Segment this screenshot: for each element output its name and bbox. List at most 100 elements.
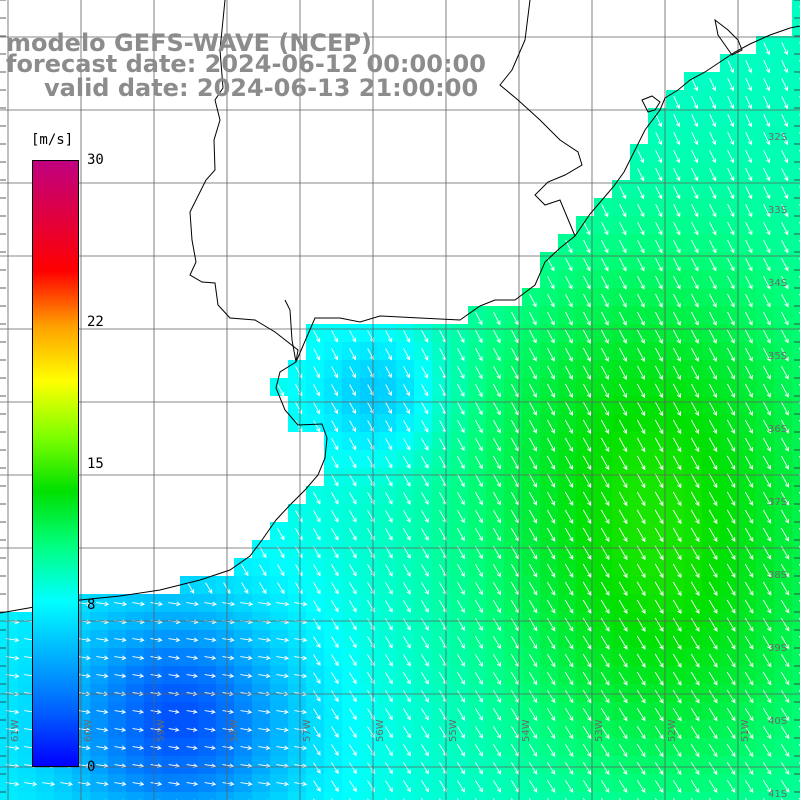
- wind-cell: [90, 792, 108, 800]
- wind-arrow: [493, 455, 501, 470]
- wind-arrow: [96, 709, 109, 715]
- wind-arrow: [168, 781, 181, 787]
- wind-arrow: [331, 636, 339, 649]
- wind-arrow: [403, 654, 411, 667]
- wind-arrow: [691, 168, 699, 182]
- wind-arrow: [583, 365, 591, 380]
- wind-arrow: [349, 366, 356, 379]
- wind-arrow: [709, 239, 717, 254]
- wind-arrow: [582, 635, 592, 650]
- wind-arrow: [511, 311, 519, 326]
- wind-arrow: [745, 293, 753, 308]
- wind-arrow: [474, 635, 483, 650]
- wind-arrow: [421, 564, 429, 577]
- wind-arrow: [745, 186, 753, 200]
- wind-arrow: [385, 366, 392, 379]
- wind-arrow: [709, 221, 717, 236]
- wind-arrow: [781, 42, 789, 56]
- wind-cell: [396, 792, 414, 800]
- wind-arrow: [403, 600, 411, 613]
- wind-arrow: [385, 492, 393, 505]
- wind-arrow: [709, 186, 717, 200]
- wind-arrow: [673, 221, 681, 236]
- wind-arrow: [403, 618, 411, 631]
- wind-arrow: [204, 601, 218, 607]
- wind-cell: [684, 792, 702, 800]
- wind-cell: [792, 324, 800, 342]
- wind-arrow: [583, 275, 591, 290]
- wind-arrow: [691, 203, 699, 218]
- wind-arrow: [672, 491, 682, 507]
- wind-arrow: [637, 329, 645, 344]
- wind-arrow: [240, 781, 253, 787]
- wind-arrow: [313, 330, 321, 343]
- wind-arrow: [528, 653, 538, 668]
- wind-arrow: [619, 186, 627, 200]
- wind-arrow: [456, 744, 465, 757]
- wind-arrow: [781, 78, 789, 92]
- wind-arrow: [78, 781, 91, 787]
- wind-arrow: [727, 168, 735, 182]
- wind-arrow: [564, 491, 574, 506]
- wind-arrow: [619, 347, 627, 362]
- wind-arrow: [457, 527, 465, 542]
- wind-arrow: [636, 383, 645, 399]
- wind-arrow: [636, 401, 646, 417]
- wind-arrow: [762, 725, 772, 740]
- lon-label: 51W: [740, 719, 751, 742]
- wind-arrow: [636, 563, 646, 579]
- wind-arrow: [186, 673, 198, 679]
- wind-arrow: [456, 762, 465, 775]
- wind-arrow: [745, 329, 753, 344]
- wind-arrow: [636, 437, 646, 453]
- wind-arrow: [745, 150, 753, 164]
- wind-cell: [594, 792, 612, 800]
- wind-arrow: [511, 383, 519, 398]
- wind-arrow: [258, 781, 271, 787]
- wind-arrow: [637, 275, 645, 290]
- wind-arrow: [672, 383, 681, 399]
- wind-arrow: [762, 653, 772, 668]
- wind-cell: [792, 648, 800, 666]
- wind-arrow: [690, 725, 700, 740]
- lat-label: 33S: [768, 205, 788, 216]
- wind-arrow: [763, 60, 771, 74]
- wind-arrow: [726, 473, 736, 489]
- border-brazil-uruguay: [499, 0, 583, 237]
- wind-arrow: [619, 257, 627, 272]
- wind-cell: [792, 90, 800, 108]
- lon-label: 56W: [375, 719, 386, 742]
- wind-arrow: [385, 564, 393, 577]
- wind-cell: [792, 666, 800, 684]
- wind-arrow: [601, 257, 609, 272]
- wind-arrow: [457, 491, 465, 506]
- wind-arrow: [403, 456, 411, 469]
- wind-arrow: [474, 708, 483, 721]
- wind-arrow: [493, 401, 501, 416]
- wind-arrow: [654, 581, 664, 597]
- wind-arrow: [457, 636, 465, 649]
- wind-arrow: [763, 221, 771, 236]
- wind-cell: [702, 792, 720, 800]
- wind-arrow: [546, 473, 556, 488]
- wind-arrow: [762, 437, 771, 452]
- wind-cell: [54, 792, 72, 800]
- wind-arrow: [313, 510, 321, 523]
- wind-arrow: [673, 186, 681, 200]
- wind-arrow: [781, 168, 789, 182]
- wind-arrow: [78, 709, 91, 715]
- wind-cell: [306, 792, 324, 800]
- wind-arrow: [727, 114, 735, 128]
- wind-arrow: [493, 419, 501, 434]
- wind-arrow: [276, 673, 289, 679]
- wind-arrow: [546, 653, 556, 668]
- wind-arrow: [313, 420, 321, 433]
- wind-arrow: [744, 491, 754, 506]
- wind-arrow: [313, 726, 321, 738]
- wind-arrow: [493, 311, 501, 326]
- wind-arrow: [385, 672, 393, 685]
- wind-arrow: [457, 672, 465, 685]
- wind-arrow: [726, 437, 736, 453]
- wind-arrow: [331, 780, 339, 792]
- wind-arrow: [636, 527, 646, 543]
